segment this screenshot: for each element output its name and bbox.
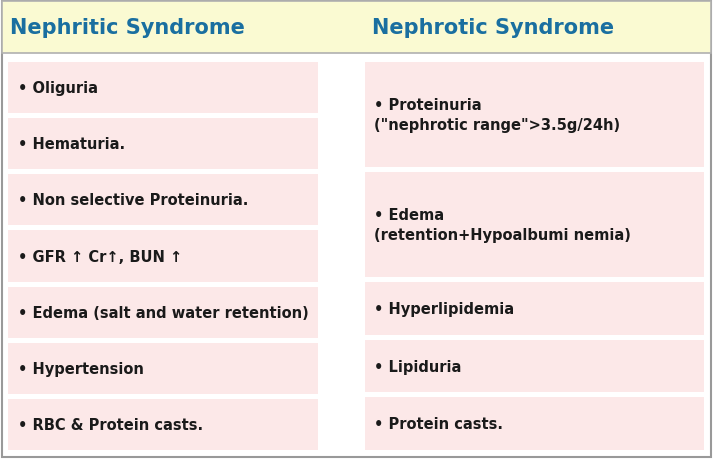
- FancyBboxPatch shape: [2, 2, 711, 54]
- Text: • Non selective Proteinuria.: • Non selective Proteinuria.: [18, 193, 248, 208]
- Text: Nephrotic Syndrome: Nephrotic Syndrome: [371, 18, 614, 38]
- Text: • Hematuria.: • Hematuria.: [18, 137, 125, 152]
- FancyBboxPatch shape: [364, 283, 704, 335]
- Text: Nephritic Syndrome: Nephritic Syndrome: [10, 18, 245, 38]
- FancyBboxPatch shape: [8, 119, 318, 170]
- Text: • Hyperlipidemia: • Hyperlipidemia: [374, 302, 515, 316]
- Text: • Protein casts.: • Protein casts.: [374, 416, 503, 431]
- Text: • Edema
(retention+Hypoalbumi nemia): • Edema (retention+Hypoalbumi nemia): [374, 208, 632, 243]
- Text: • Proteinuria
("nephrotic range">3.5g/24h): • Proteinuria ("nephrotic range">3.5g/24…: [374, 98, 620, 133]
- FancyBboxPatch shape: [8, 287, 318, 338]
- Text: • Hypertension: • Hypertension: [18, 361, 144, 376]
- Text: • RBC & Protein casts.: • RBC & Protein casts.: [18, 417, 203, 432]
- Text: • Oliguria: • Oliguria: [18, 81, 98, 96]
- FancyBboxPatch shape: [8, 399, 318, 450]
- FancyBboxPatch shape: [364, 173, 704, 278]
- FancyBboxPatch shape: [364, 340, 704, 392]
- FancyBboxPatch shape: [8, 231, 318, 282]
- FancyBboxPatch shape: [8, 343, 318, 394]
- Text: • GFR ↑ Cr↑, BUN ↑: • GFR ↑ Cr↑, BUN ↑: [18, 249, 183, 264]
- Text: • Edema (salt and water retention): • Edema (salt and water retention): [18, 305, 309, 320]
- FancyBboxPatch shape: [364, 397, 704, 450]
- FancyBboxPatch shape: [8, 175, 318, 226]
- FancyBboxPatch shape: [8, 63, 318, 114]
- Text: • Lipiduria: • Lipiduria: [374, 359, 462, 374]
- FancyBboxPatch shape: [364, 63, 704, 168]
